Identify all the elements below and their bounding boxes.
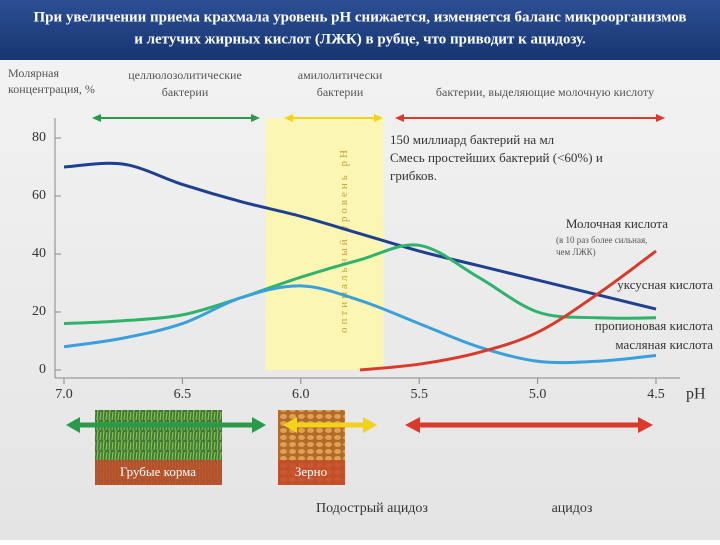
series-note: (в 10 раз более сильная, [556, 235, 647, 245]
y-axis-label: Молярная [8, 66, 59, 80]
series-line [63, 284, 657, 365]
y-tick-label: 40 [32, 246, 46, 261]
series-note: чем ЛЖК) [556, 247, 596, 257]
series-line [359, 249, 657, 372]
y-axis-label: концентрация, % [8, 82, 95, 96]
bacteria-label: бактерии [162, 85, 209, 99]
bacteria-label: амилолитически [298, 68, 383, 82]
x-tick-label: 6.0 [292, 387, 310, 402]
y-tick-label: 60 [32, 188, 46, 203]
grain-band [278, 460, 345, 485]
bacteria-label: бактерии, выделяющие молочную кислоту [436, 85, 654, 99]
feed-label: Зерно [295, 464, 327, 479]
y-tick-label: 0 [39, 362, 46, 377]
series-line [63, 161, 657, 311]
feed-label: Грубые корма [120, 464, 196, 479]
series-label: Молочная кислота [566, 216, 668, 231]
x-tick-label: 6.5 [174, 387, 192, 402]
series-label: масляная кислота [615, 337, 713, 352]
x-tick-label: 4.5 [647, 387, 665, 402]
annotation: грибков. [390, 168, 437, 183]
x-tick-label: 7.0 [55, 387, 73, 402]
header-title: и летучих жирных кислот (ЛЖК) в рубце, ч… [134, 31, 586, 47]
annotation: Смесь простейших бактерий (<60%) и [390, 150, 603, 165]
optimal-zone-label: оптимальный уровень pH [338, 147, 350, 333]
bacteria-label: целлюлозолитические [128, 68, 242, 82]
x-tick-label: 5.0 [529, 387, 547, 402]
acidosis-label: Подострый ацидоз [316, 501, 428, 516]
roughage-band [95, 460, 222, 485]
header-title: При увеличении приема крахмала уровень p… [34, 9, 687, 25]
feed-arrows [66, 417, 653, 433]
series-line [63, 243, 657, 326]
y-tick-label: 20 [32, 304, 46, 319]
acidosis-label: ацидоз [552, 501, 593, 516]
bacteria-label: бактерии [317, 85, 364, 99]
header-bar [0, 0, 720, 60]
plot: оптимальный уровень pH 0 20 40 60 80 7.0 6.5 6.0… [8, 66, 713, 403]
series-label: уксусная кислота [617, 277, 713, 292]
optimal-zone [265, 118, 384, 370]
annotation: 150 миллиард бактерий на мл [390, 132, 555, 147]
y-tick-label: 80 [32, 130, 46, 145]
series-label: пропионовая кислота [595, 318, 713, 333]
x-tick-label: 5.5 [410, 387, 428, 402]
x-axis-label: pH [686, 386, 706, 403]
